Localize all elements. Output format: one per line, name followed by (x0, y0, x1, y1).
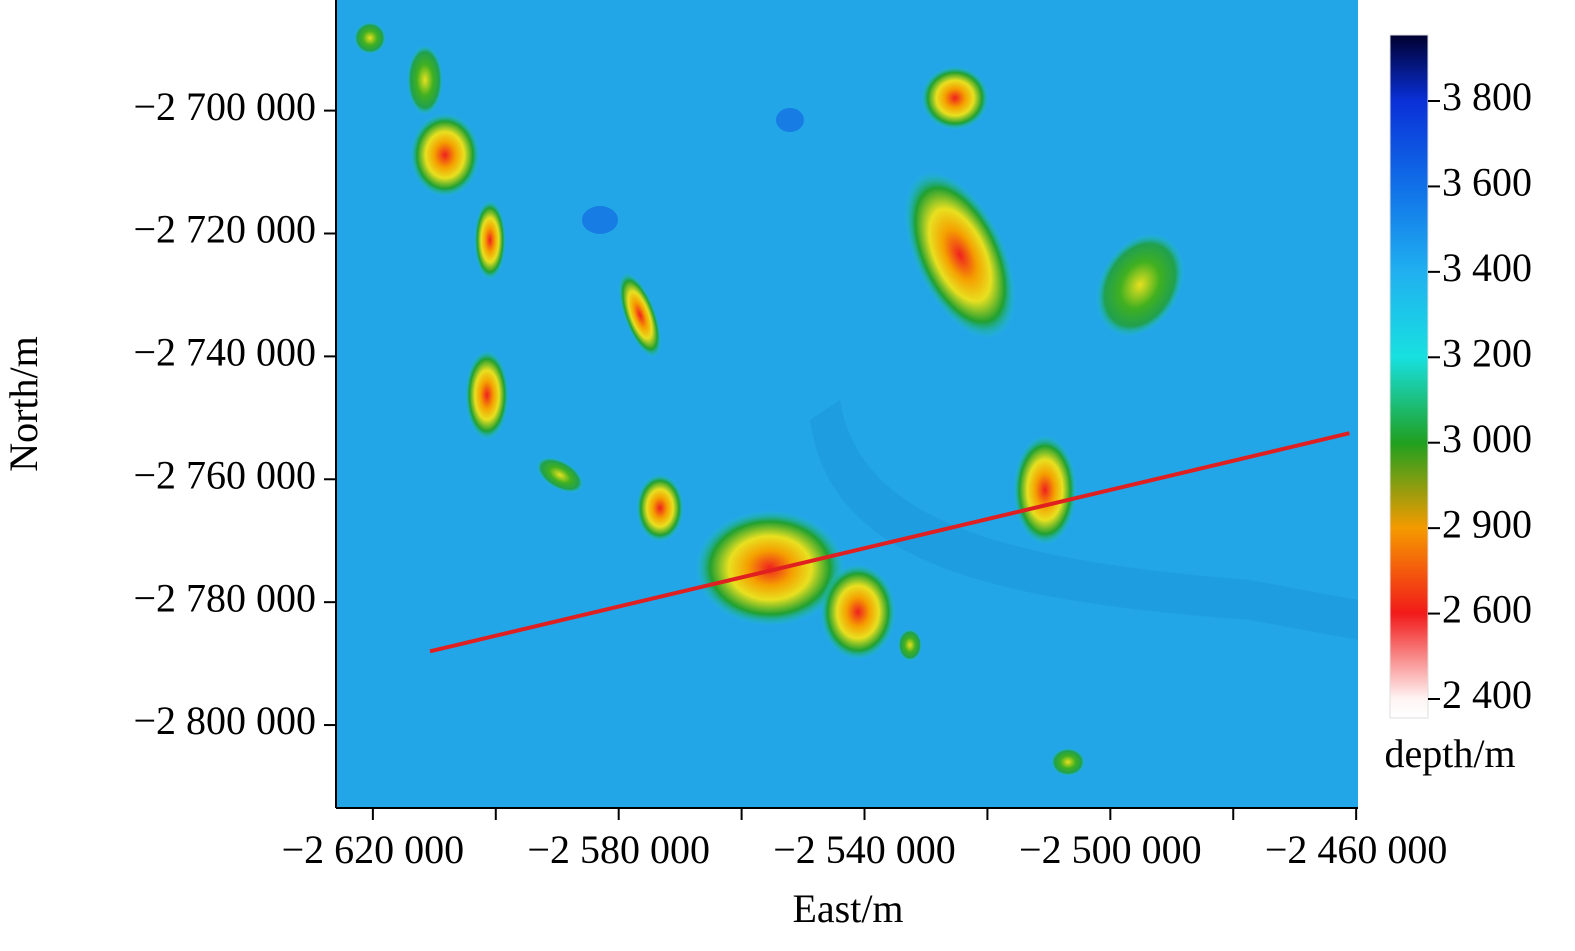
x-tick-label: −2 460 000 (1265, 827, 1448, 872)
bathymetry (336, 0, 1358, 808)
x-axis-label: East/m (792, 886, 903, 931)
colorbar-tick-label: 3 200 (1442, 330, 1532, 375)
y-axis-label: North/m (1, 336, 46, 472)
colorbar-tick-label: 3 600 (1442, 160, 1532, 205)
y-tick-label: −2 800 000 (133, 698, 316, 743)
colorbar-tick-label: 3 800 (1442, 74, 1532, 119)
colorbar-tick-label: 3 000 (1442, 416, 1532, 461)
y-tick-label: −2 720 000 (133, 207, 316, 252)
x-tick-label: −2 500 000 (1019, 827, 1202, 872)
colorbar (1389, 34, 1429, 719)
y-tick-label: −2 740 000 (133, 330, 316, 375)
y-tick-label: −2 700 000 (133, 84, 316, 129)
x-tick-label: −2 620 000 (282, 827, 465, 872)
colorbar-tick-label: 2 900 (1442, 501, 1532, 546)
x-tick-label: −2 540 000 (773, 827, 956, 872)
y-tick-label: −2 760 000 (133, 452, 316, 497)
colorbar-tick-label: 2 400 (1442, 672, 1532, 717)
colorbar-tick-label: 2 600 (1442, 587, 1532, 632)
profile-line (429, 431, 1350, 654)
colorbar-label: depth/m (1384, 731, 1515, 776)
x-tick-label: −2 580 000 (527, 827, 710, 872)
colorbar-tick-label: 3 400 (1442, 245, 1532, 290)
y-tick-label: −2 780 000 (133, 575, 316, 620)
